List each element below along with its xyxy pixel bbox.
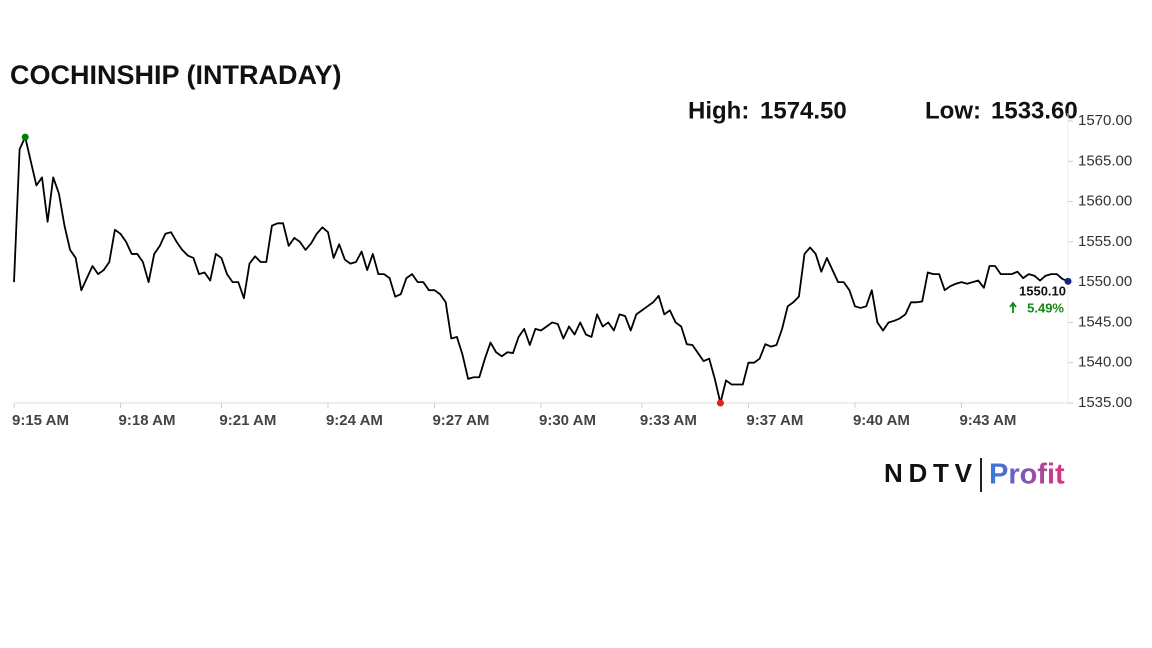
x-tick-label: 9:15 AM (12, 412, 69, 429)
brand-right: Profit (989, 459, 1065, 491)
x-tick-label: 9:27 AM (432, 412, 489, 429)
y-tick-label: 1545.00 (1078, 313, 1132, 330)
y-tick-label: 1565.00 (1078, 152, 1132, 169)
x-tick-label: 9:30 AM (539, 412, 596, 429)
y-tick-label: 1535.00 (1078, 394, 1132, 411)
last-dot (1064, 277, 1072, 285)
chart-title: COCHINSHIP (INTRADAY) (10, 60, 342, 90)
low-dot (716, 399, 724, 407)
low-value: 1533.60 (991, 97, 1078, 124)
up-arrow (1009, 301, 1017, 313)
high-label: High: (688, 97, 749, 124)
y-tick-label: 1570.00 (1078, 112, 1132, 129)
price-line (13, 136, 1069, 404)
x-tick-label: 9:21 AM (219, 412, 276, 429)
y-tick-label: 1550.00 (1078, 273, 1132, 290)
x-tick-label: 9:43 AM (959, 412, 1016, 429)
y-tick-label: 1560.00 (1078, 193, 1132, 210)
x-tick-label: 9:18 AM (119, 412, 176, 429)
y-tick-label: 1540.00 (1078, 354, 1132, 371)
x-tick-label: 9:37 AM (746, 412, 803, 429)
x-tick-label: 9:24 AM (326, 412, 383, 429)
x-tick-label: 9:33 AM (640, 412, 697, 429)
x-tick-label: 9:40 AM (853, 412, 910, 429)
low-label: Low: (925, 97, 981, 124)
change: 5.49% (1027, 300, 1064, 315)
last-price: 1550.10 (1019, 283, 1066, 298)
brand-left: NDTV (884, 458, 973, 488)
high-value: 1574.50 (760, 97, 847, 124)
high-dot (21, 133, 29, 141)
y-tick-label: 1555.00 (1078, 233, 1132, 250)
